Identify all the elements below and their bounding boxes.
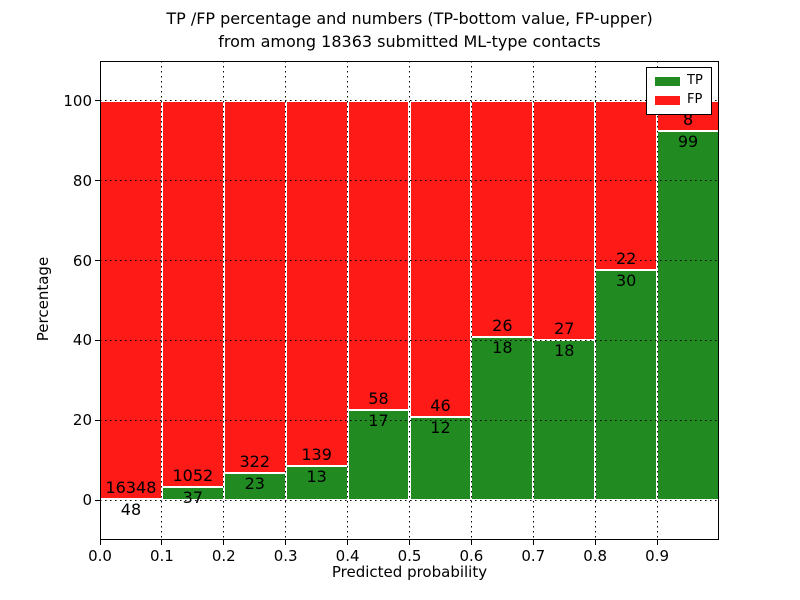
- legend-swatch-fp: [655, 95, 680, 105]
- x-tick-label: 0.2: [211, 547, 236, 565]
- x-tick-mark: [223, 540, 225, 545]
- legend-row: FP: [655, 92, 703, 107]
- bar-label-fp: 139: [301, 444, 332, 464]
- bar-label-fp: 322: [239, 452, 271, 472]
- x-tick-label: 0.9: [645, 547, 670, 565]
- y-tick-mark: [95, 339, 100, 341]
- chart-title-line1: TP /FP percentage and numbers (TP-bottom…: [166, 9, 653, 28]
- x-tick-mark: [99, 540, 101, 545]
- y-tick-mark: [95, 499, 100, 501]
- y-tick-label: 20: [72, 411, 92, 430]
- bar-label-tp: 18: [492, 337, 513, 357]
- bar-segment-fp: [161, 100, 224, 487]
- gridline-vertical: [470, 61, 472, 540]
- bar-segment-fp: [347, 100, 410, 410]
- x-tick-label: 0.0: [88, 547, 112, 565]
- x-tick-label: 0.5: [397, 547, 422, 565]
- legend-swatch-tp: [655, 76, 680, 86]
- bar-label-fp: 22: [615, 248, 637, 268]
- x-tick-label: 0.4: [335, 547, 360, 565]
- grid-layer: [100, 61, 719, 540]
- bar-label-fp: 27: [554, 319, 575, 339]
- bar-segment-tp: [595, 269, 658, 501]
- bar-segment-tp: [657, 130, 719, 501]
- x-tick-mark: [409, 540, 410, 545]
- bar-label-fp: 16348: [105, 477, 157, 497]
- x-tick-mark: [161, 540, 163, 545]
- chart-title: TP /FP percentage and numbers (TP-bottom…: [100, 7, 719, 53]
- x-tick-label: 0.7: [521, 547, 546, 565]
- y-tick-label: 0: [82, 491, 92, 510]
- x-axis-label: Predicted probability: [331, 563, 488, 581]
- y-tick-mark: [95, 100, 100, 102]
- plot-area: 16348 48 1052 37 322 23 139 13 58 17 46 12 26 18 27 18 2…: [100, 61, 719, 540]
- bar-segment-fp: [595, 100, 658, 270]
- x-tick-mark: [470, 540, 472, 545]
- x-tick-mark: [594, 540, 596, 545]
- y-tick-label: 100: [63, 91, 92, 110]
- legend: TP FP: [646, 67, 712, 115]
- chart-title-line2: from among 18363 submitted ML-type conta…: [218, 32, 601, 51]
- y-tick-label: 80: [72, 171, 92, 190]
- bar-label-tp: 17: [368, 410, 389, 430]
- bar-label-tp: 30: [615, 270, 637, 290]
- bar-labels-layer: 16348 48 1052 37 322 23 139 13 58 17 46 12 26 18 27 18 2…: [100, 61, 719, 540]
- bar-label-tp: 12: [430, 418, 451, 438]
- gridline-vertical: [285, 61, 287, 540]
- bar-label-tp: 18: [554, 341, 575, 361]
- bar-label-tp: 99: [677, 131, 699, 151]
- gridline-vertical: [409, 61, 410, 540]
- x-tick-mark: [532, 540, 534, 545]
- bar-label-fp: 1052: [172, 465, 214, 485]
- x-tick-mark: [347, 540, 349, 545]
- legend-row: TP: [655, 73, 703, 88]
- bar-label-tp: 48: [120, 499, 142, 519]
- x-tick-label: 0.8: [583, 547, 608, 565]
- y-tick-label: 60: [72, 251, 92, 270]
- x-tick-label: 0.1: [149, 547, 174, 565]
- legend-label-tp: TP: [687, 73, 703, 88]
- y-axis-label: Percentage: [34, 256, 52, 342]
- bar-label-fp: 46: [430, 396, 451, 416]
- bar-label-tp: 23: [244, 474, 265, 494]
- bar-label-tp: 13: [306, 466, 327, 486]
- x-tick-label: 0.3: [273, 547, 298, 565]
- bar-label-fp: 26: [492, 315, 513, 335]
- y-tick-mark: [95, 180, 100, 182]
- gridline-vertical: [594, 61, 596, 540]
- gridline-vertical: [161, 61, 163, 540]
- bar-label-fp: 58: [368, 388, 389, 408]
- y-tick-mark: [95, 260, 100, 262]
- gridline-vertical: [223, 61, 225, 540]
- legend-label-fp: FP: [687, 92, 703, 107]
- bars-layer: [100, 61, 719, 540]
- bar-segment-fp: [533, 100, 596, 341]
- gridline-vertical: [532, 61, 534, 540]
- x-tick-mark: [656, 540, 658, 545]
- y-tick-mark: [95, 419, 100, 421]
- x-tick-mark: [285, 540, 287, 545]
- x-tick-label: 0.6: [459, 547, 484, 565]
- gridline-vertical: [656, 61, 658, 540]
- y-tick-label: 40: [72, 331, 92, 350]
- gridline-vertical: [347, 61, 349, 540]
- bar-label-fp: 8: [682, 109, 694, 129]
- bar-label-tp: 37: [182, 487, 204, 507]
